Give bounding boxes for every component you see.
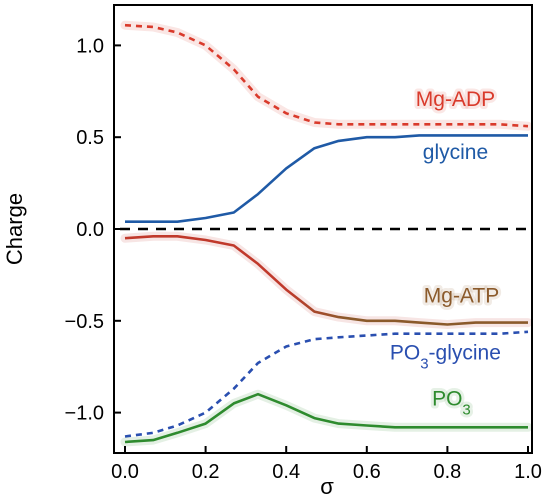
y-axis-ticks: 1.0 0.5 0.0 −0.5 −1.0 [65,35,121,425]
series-label-part: PO [432,387,462,410]
mg-atp-series-line [124,235,528,326]
po3-series-line [124,392,528,444]
series-label-part: PO [390,341,420,364]
glycine-label: glycine [423,141,488,164]
series-label-part: glycine [423,141,488,164]
series-label-part: 3 [420,355,428,372]
mg-adp-label: Mg-ADP [416,88,495,111]
x-tick-label: 0.2 [192,461,220,483]
glycine-series-line [125,134,528,223]
series-label-part: Mg-ADP [416,88,495,111]
mg-adp-series-line [124,23,529,128]
y-tick-label: 1.0 [76,35,104,57]
x-axis-ticks: 0.0 0.2 0.4 0.6 0.8 1.0 [111,446,542,483]
po3-glycine-label: PO3-glycine [390,341,501,372]
y-tick-label: −0.5 [65,311,104,333]
y-tick-label: −1.0 [65,403,104,425]
x-tick-label: 0.4 [272,461,300,483]
x-tick-label: 1.0 [514,461,542,483]
series-label-part: -glycine [429,341,501,364]
mg-adp-series-glow [120,20,533,131]
y-tick-label: 0.5 [76,127,104,149]
po3-glycine-series-line [124,330,529,438]
plot-series-group [120,20,533,447]
y-tick-label: 0.0 [76,219,104,241]
mg-atp-label: Mg-ATP [424,284,499,307]
x-axis-label: σ [320,474,334,499]
x-tick-label: 0.6 [353,461,381,483]
series-label-part: Mg-ATP [424,284,499,307]
po3-label: PO3 [432,387,471,418]
mg-atp-series-glow [120,231,533,329]
x-tick-label: 0.8 [433,461,461,483]
y-axis-label: Charge [2,193,27,265]
x-tick-label: 0.0 [111,461,139,483]
series-label-part: 3 [462,401,470,418]
